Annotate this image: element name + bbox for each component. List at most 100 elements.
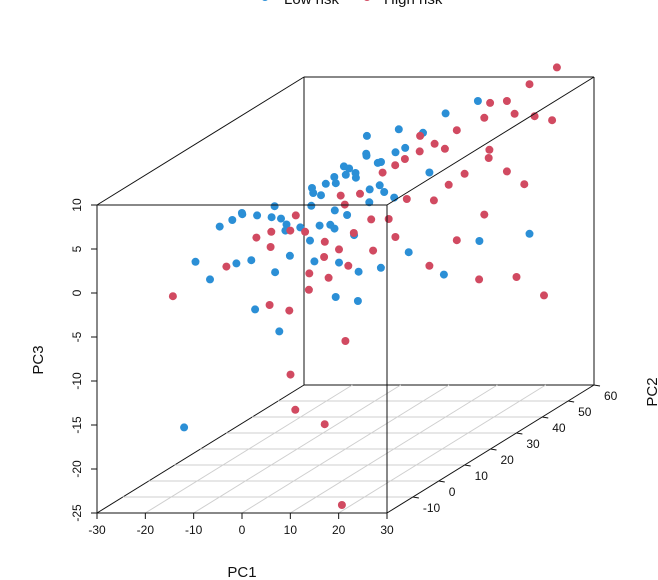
data-point-high-risk xyxy=(378,168,387,177)
data-point-low-risk xyxy=(473,97,482,105)
data-point-high-risk xyxy=(520,180,529,189)
data-point-high-risk xyxy=(480,113,489,122)
data-point-low-risk xyxy=(282,220,291,229)
data-point-high-risk xyxy=(267,227,276,236)
data-point-low-risk xyxy=(309,189,318,197)
data-point-high-risk xyxy=(444,180,453,189)
data-point-high-risk xyxy=(305,269,314,278)
data-point-high-risk xyxy=(416,131,425,140)
data-point-low-risk xyxy=(365,198,374,207)
z-tick-label: -25 xyxy=(70,504,84,522)
data-point-high-risk xyxy=(285,306,294,315)
data-point-high-risk xyxy=(222,262,231,271)
z-tick-label: -10 xyxy=(70,372,84,390)
y-tick-mark xyxy=(516,432,523,435)
data-point-low-risk xyxy=(310,257,319,266)
y-tick-mark xyxy=(490,448,497,451)
data-point-high-risk xyxy=(168,292,177,301)
data-point-high-risk xyxy=(452,126,461,135)
data-point-high-risk xyxy=(265,301,274,309)
data-point-low-risk xyxy=(380,188,389,196)
x-tick-label: 30 xyxy=(380,523,394,537)
x-tick-label: 20 xyxy=(332,523,346,537)
data-point-low-risk xyxy=(285,251,294,260)
data-point-high-risk xyxy=(502,97,511,105)
data-point-low-risk xyxy=(362,149,371,158)
data-point-low-risk xyxy=(425,168,434,177)
data-point-low-risk xyxy=(321,179,330,188)
data-point-high-risk xyxy=(320,420,329,429)
z-tick-label: 0 xyxy=(70,289,84,296)
data-point-high-risk xyxy=(425,261,434,270)
data-point-low-risk xyxy=(401,143,410,152)
data-point-high-risk xyxy=(512,273,521,281)
data-point-high-risk xyxy=(367,215,376,224)
data-point-high-risk xyxy=(356,189,364,198)
data-point-high-risk xyxy=(460,169,469,178)
data-point-high-risk xyxy=(502,167,511,176)
data-point-high-risk xyxy=(391,161,400,170)
data-point-low-risk xyxy=(365,185,374,194)
data-point-low-risk xyxy=(267,213,276,222)
data-point-low-risk xyxy=(191,257,200,266)
data-point-high-risk xyxy=(510,109,519,118)
data-point-high-risk xyxy=(344,261,353,270)
y-tick-label: 10 xyxy=(475,469,489,483)
data-point-low-risk xyxy=(306,236,314,245)
data-point-low-risk xyxy=(330,173,339,181)
data-point-low-risk xyxy=(331,179,340,188)
data-point-high-risk xyxy=(486,98,495,107)
data-point-low-risk xyxy=(475,237,484,245)
data-point-high-risk xyxy=(391,233,400,241)
data-point-high-risk xyxy=(548,116,557,125)
data-point-low-risk xyxy=(315,221,324,230)
axis-ticks: -30 -20 -10 0 10 20 30-100102030405060-25-20-1… xyxy=(70,198,618,537)
data-point-low-risk xyxy=(341,170,350,179)
data-point-low-risk xyxy=(180,423,189,432)
data-point-high-risk xyxy=(485,145,494,154)
data-point-low-risk xyxy=(307,201,316,210)
data-point-high-risk xyxy=(286,226,295,235)
data-point-low-risk xyxy=(353,297,362,305)
data-point-low-risk xyxy=(525,229,534,238)
data-point-high-risk xyxy=(475,275,484,284)
x-tick-label: 0 xyxy=(239,523,246,537)
y-tick-mark xyxy=(568,400,575,403)
y-tick-label: -10 xyxy=(423,501,441,515)
y-axis-title: PC2 xyxy=(644,377,658,406)
data-point-high-risk xyxy=(336,191,345,200)
y-tick-label: 20 xyxy=(501,453,515,467)
data-point-high-risk xyxy=(349,229,358,237)
data-point-high-risk xyxy=(266,243,275,251)
data-point-low-risk xyxy=(232,259,241,268)
data-point-high-risk xyxy=(286,370,295,379)
data-point-high-risk xyxy=(301,227,310,236)
data-point-high-risk xyxy=(291,211,300,220)
data-point-low-risk xyxy=(373,158,382,167)
y-tick-mark xyxy=(412,496,419,499)
data-point-low-risk xyxy=(376,263,385,272)
data-point-high-risk xyxy=(540,291,548,300)
data-point-high-risk xyxy=(429,196,438,205)
box-edge-top-left xyxy=(96,76,305,206)
data-point-high-risk xyxy=(304,285,313,294)
data-point-low-risk xyxy=(394,125,403,134)
data-point-high-risk xyxy=(480,210,489,219)
legend-label-low-risk: Low risk xyxy=(284,0,340,8)
z-tick-label: -5 xyxy=(70,331,84,342)
legend-marker-low-risk xyxy=(262,0,268,1)
data-point-low-risk xyxy=(275,327,284,336)
z-tick-label: 10 xyxy=(70,198,84,212)
y-tick-mark xyxy=(438,480,445,483)
data-point-high-risk xyxy=(400,155,409,163)
data-point-high-risk xyxy=(552,63,561,72)
data-point-low-risk xyxy=(391,148,400,157)
data-point-low-risk xyxy=(335,258,343,267)
data-point-high-risk xyxy=(530,112,539,121)
x-tick-label: -20 xyxy=(137,523,155,537)
data-point-high-risk xyxy=(369,246,378,255)
data-point-high-risk xyxy=(320,237,329,246)
data-point-low-risk xyxy=(247,256,256,265)
y-tick-label: 50 xyxy=(578,405,592,419)
